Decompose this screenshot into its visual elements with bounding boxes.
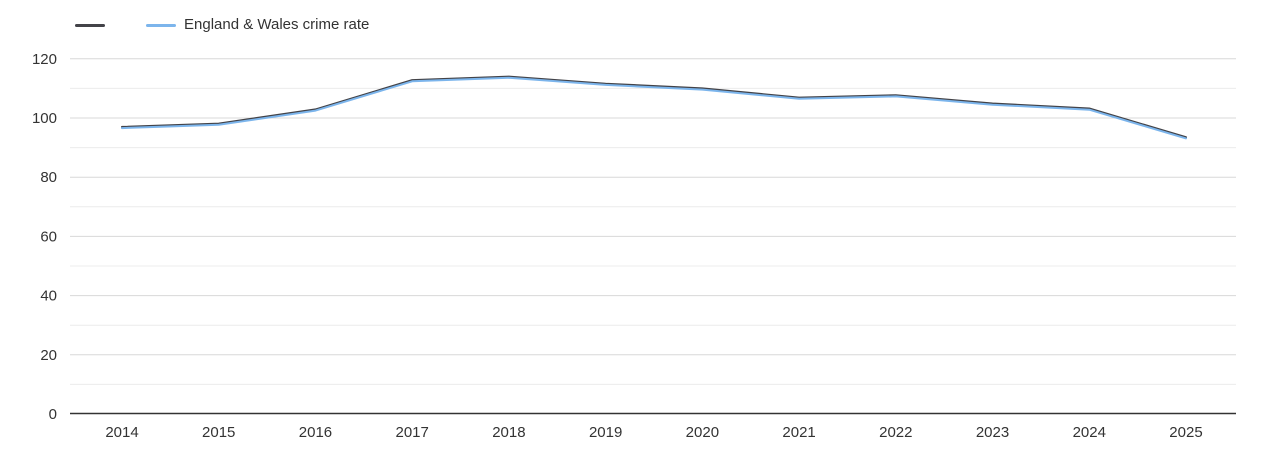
series-line-unnamed[interactable] xyxy=(121,75,1187,139)
chart-legend: England & Wales crime rate xyxy=(75,16,369,34)
y-axis-label: 100 xyxy=(32,110,57,127)
x-axis-label: 2024 xyxy=(1073,424,1106,441)
x-axis-label: 2022 xyxy=(879,424,912,441)
line-swatch-icon xyxy=(146,23,176,27)
x-axis-label: 2016 xyxy=(299,424,332,441)
legend-item-label: England & Wales crime rate xyxy=(184,16,370,33)
x-axis-label: 2017 xyxy=(395,424,428,441)
series-line-england-wales[interactable] xyxy=(121,76,1187,140)
y-axis-label: 20 xyxy=(40,347,57,364)
line-swatch-icon xyxy=(75,23,105,27)
x-axis-label: 2018 xyxy=(492,424,525,441)
x-axis-label: 2014 xyxy=(105,424,138,441)
x-axis-label: 2025 xyxy=(1169,424,1202,441)
y-axis-label: 120 xyxy=(32,51,57,68)
x-axis-label: 2019 xyxy=(589,424,622,441)
x-axis-label: 2015 xyxy=(202,424,235,441)
y-axis-label: 40 xyxy=(40,288,57,305)
y-axis-label: 80 xyxy=(40,169,57,186)
y-axis-label: 0 xyxy=(49,406,57,423)
legend-item-series-1[interactable]: England & Wales crime rate xyxy=(146,16,369,34)
x-axis-label: 2023 xyxy=(976,424,1009,441)
legend-item-series-0[interactable] xyxy=(75,23,113,27)
x-axis-label: 2020 xyxy=(686,424,719,441)
y-axis-label: 60 xyxy=(40,228,57,245)
x-axis-label: 2021 xyxy=(782,424,815,441)
